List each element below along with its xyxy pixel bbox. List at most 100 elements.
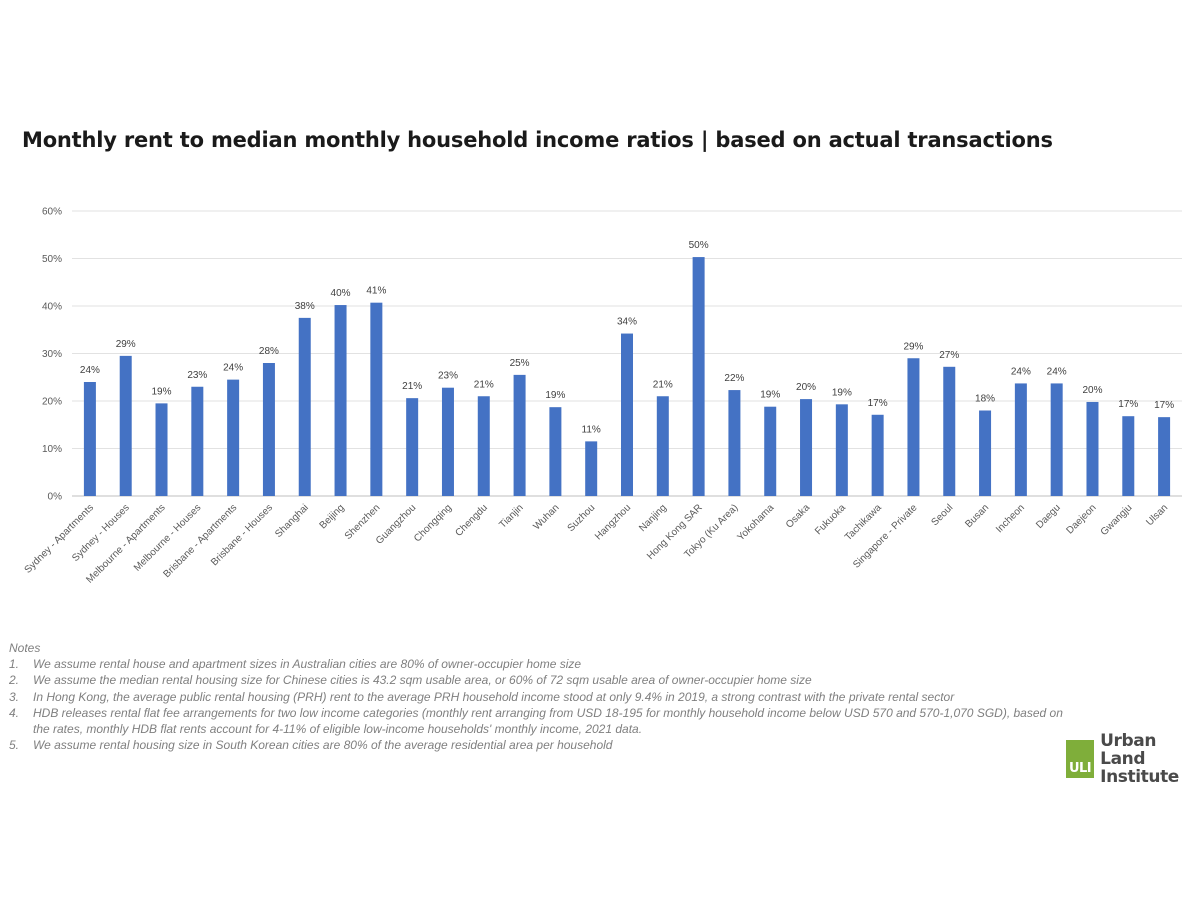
data-label: 19% (832, 387, 852, 398)
data-label: 17% (1154, 400, 1174, 411)
note-number: 3. (9, 689, 20, 704)
logo-line-2: Institute (1100, 767, 1179, 787)
bar (477, 396, 490, 496)
data-label: 20% (796, 382, 816, 393)
note-text: We assume rental housing size in South K… (33, 738, 613, 753)
x-tick-label: Daejeon (1064, 502, 1098, 536)
notes-section: Notes 1. We assume rental house and apar… (9, 640, 1069, 753)
uli-logo: ULI Urban Land Institute (1066, 732, 1200, 786)
note-text: HDB releases rental flat fee arrangement… (33, 705, 1063, 737)
y-tick-label: 50% (42, 254, 62, 265)
data-label: 21% (474, 379, 494, 390)
data-label: 41% (366, 286, 386, 297)
bar (262, 363, 275, 496)
data-label: 50% (689, 240, 709, 251)
bar (764, 406, 777, 496)
data-label: 23% (187, 370, 207, 381)
bar (728, 390, 741, 496)
data-label: 19% (152, 386, 172, 397)
x-tick-label: Incheon (994, 502, 1027, 535)
x-tick-label: Singapore - Private (851, 502, 920, 571)
bar (907, 358, 920, 496)
x-tick-label: Chengdu (453, 502, 489, 538)
data-label: 11% (582, 424, 601, 435)
data-label: 23% (438, 371, 458, 382)
data-label: 24% (223, 363, 243, 374)
data-label: 40% (331, 288, 351, 299)
note-text: We assume the median rental housing size… (33, 673, 812, 688)
bar (334, 305, 347, 496)
note-text: In Hong Kong, the average public rental … (33, 689, 955, 704)
data-label: 17% (868, 398, 888, 409)
bar (871, 414, 884, 496)
data-label: 19% (545, 390, 565, 401)
x-tick-label: Hangzhou (593, 502, 633, 542)
bar (979, 410, 992, 496)
y-tick-label: 20% (42, 397, 62, 408)
x-tick-label: Suzhou (566, 502, 598, 534)
data-label: 22% (724, 373, 744, 384)
x-tick-label: Busan (963, 502, 991, 530)
x-tick-label: Melbourne - Houses (132, 502, 203, 573)
data-label: 21% (653, 379, 673, 390)
x-tick-label: Daegu (1034, 502, 1063, 531)
note-item: 3. In Hong Kong, the average public rent… (9, 689, 1069, 705)
x-tick-label: Gwangju (1099, 502, 1135, 538)
bar (621, 333, 633, 496)
note-item: 5. We assume rental housing size in Sout… (9, 737, 1069, 753)
bar (406, 398, 419, 496)
bar (119, 355, 132, 496)
x-tick-label: Brisbane - Houses (209, 502, 275, 568)
y-tick-label: 40% (42, 302, 62, 313)
bar (692, 257, 705, 496)
y-tick-label: 10% (42, 444, 62, 455)
data-label: 25% (510, 358, 530, 369)
data-label: 18% (975, 394, 995, 405)
note-item: 1. We assume rental house and apartment … (9, 656, 1069, 672)
note-number: 5. (9, 738, 20, 753)
y-tick-label: 60% (42, 207, 62, 218)
data-label: 29% (116, 339, 136, 350)
logo-mark: ULI (1066, 740, 1095, 778)
bar (1014, 383, 1027, 496)
note-number: 2. (9, 673, 20, 688)
x-tick-label: Ulsan (1144, 502, 1170, 528)
x-tick-label: Wuhan (531, 502, 561, 532)
bar (227, 379, 240, 496)
x-tick-label: Osaka (784, 502, 813, 531)
data-label: 20% (1082, 385, 1102, 396)
data-label: 21% (402, 381, 422, 392)
x-tick-label: Nanjing (637, 502, 669, 534)
logo-line-1: Urban Land (1100, 731, 1157, 769)
x-tick-label: Chongqing (412, 502, 454, 544)
x-tick-label: Beijing (318, 502, 347, 531)
bar (441, 387, 454, 496)
chart-title: Monthly rent to median monthly household… (22, 128, 1053, 152)
data-label: 24% (80, 365, 100, 376)
data-label: 29% (903, 341, 923, 352)
note-item: 4. HDB releases rental flat fee arrangem… (9, 705, 1069, 737)
note-item: 2. We assume the median rental housing s… (9, 672, 1069, 688)
data-label: 17% (1118, 399, 1138, 410)
bar (549, 407, 562, 496)
x-tick-label: Yokohama (735, 502, 776, 543)
bar (1086, 401, 1099, 496)
notes-heading: Notes (9, 641, 41, 655)
data-label: 28% (259, 346, 279, 357)
logo-wordmark: Urban Land Institute (1100, 732, 1200, 786)
y-tick-label: 0% (48, 492, 63, 503)
y-tick-label: 30% (42, 349, 62, 360)
bar-chart: 0% 10% 20% 30% 40% 50% 60% 24% Sydney - Apartmen… (23, 207, 1182, 586)
bar (370, 302, 383, 496)
bar (1158, 417, 1171, 496)
note-number: 4. (9, 705, 20, 720)
note-number: 1. (9, 657, 20, 672)
data-label: 24% (1047, 366, 1067, 377)
x-tick-label: Tianjin (497, 502, 525, 530)
data-label: 27% (939, 350, 959, 361)
data-label: 34% (617, 317, 637, 328)
bar (513, 374, 526, 496)
bar (943, 366, 956, 496)
data-label: 19% (760, 390, 780, 401)
bar (835, 404, 848, 496)
